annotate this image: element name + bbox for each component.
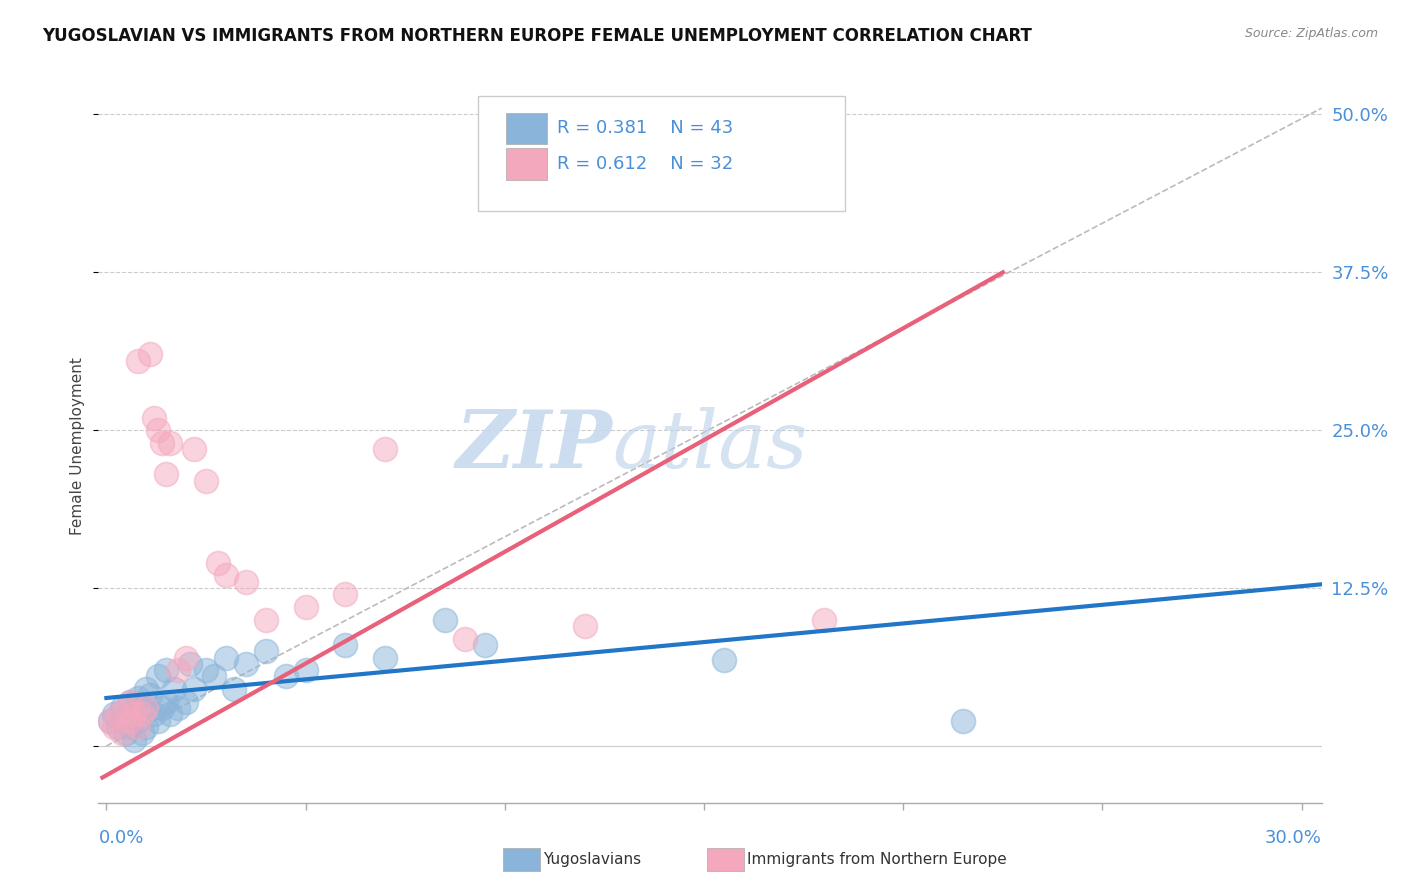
Point: [139, 347, 162, 361]
FancyBboxPatch shape: [478, 96, 845, 211]
Text: atlas: atlas: [612, 408, 807, 484]
Text: Immigrants from Northern Europe: Immigrants from Northern Europe: [747, 853, 1007, 867]
Point: [813, 613, 835, 627]
Point: [183, 442, 205, 457]
Point: [335, 587, 357, 601]
Point: [127, 714, 149, 728]
Point: [111, 726, 134, 740]
Point: [713, 653, 735, 667]
Point: [167, 663, 190, 677]
Point: [235, 574, 257, 589]
Point: [120, 714, 142, 728]
Point: [120, 695, 142, 709]
Point: [120, 695, 142, 709]
Point: [294, 600, 316, 615]
Point: [127, 690, 149, 705]
Point: [174, 695, 197, 709]
Point: [163, 682, 186, 697]
Point: [222, 682, 245, 697]
Point: [115, 701, 138, 715]
Point: [124, 707, 146, 722]
Point: [294, 663, 316, 677]
Point: [155, 695, 177, 709]
Point: [131, 707, 153, 722]
Text: 0.0%: 0.0%: [98, 830, 143, 847]
Point: [120, 720, 142, 734]
Point: [254, 613, 277, 627]
Point: [167, 701, 190, 715]
Point: [135, 701, 157, 715]
Point: [127, 720, 149, 734]
Point: [100, 714, 122, 728]
Point: [374, 442, 396, 457]
Point: [131, 701, 153, 715]
Point: [374, 650, 396, 665]
Point: [124, 707, 146, 722]
Point: [155, 663, 177, 677]
Point: [127, 353, 149, 368]
Point: [179, 657, 201, 671]
Point: [202, 669, 225, 683]
Point: [115, 726, 138, 740]
Point: [107, 720, 129, 734]
Point: [195, 474, 218, 488]
Point: [574, 619, 596, 633]
Point: [143, 707, 166, 722]
Point: [454, 632, 477, 646]
Point: [107, 707, 129, 722]
Y-axis label: Female Unemployment: Female Unemployment: [70, 357, 86, 535]
Point: [159, 707, 181, 722]
Text: Yugoslavians: Yugoslavians: [543, 853, 641, 867]
Point: [150, 435, 173, 450]
Point: [207, 556, 229, 570]
Point: [103, 707, 125, 722]
Point: [135, 682, 157, 697]
Text: Source: ZipAtlas.com: Source: ZipAtlas.com: [1244, 27, 1378, 40]
Point: [124, 732, 146, 747]
Point: [254, 644, 277, 658]
Text: R = 0.381    N = 43: R = 0.381 N = 43: [557, 120, 734, 137]
Point: [195, 663, 218, 677]
Point: [103, 720, 125, 734]
Point: [148, 714, 170, 728]
Text: 30.0%: 30.0%: [1265, 830, 1322, 847]
Point: [474, 638, 496, 652]
Point: [131, 726, 153, 740]
Point: [150, 701, 173, 715]
Point: [215, 568, 238, 582]
Point: [143, 410, 166, 425]
Point: [155, 467, 177, 482]
FancyBboxPatch shape: [506, 112, 547, 145]
Point: [952, 714, 974, 728]
Point: [274, 669, 297, 683]
Point: [215, 650, 238, 665]
Point: [335, 638, 357, 652]
Point: [174, 650, 197, 665]
Text: YUGOSLAVIAN VS IMMIGRANTS FROM NORTHERN EUROPE FEMALE UNEMPLOYMENT CORRELATION C: YUGOSLAVIAN VS IMMIGRANTS FROM NORTHERN …: [42, 27, 1032, 45]
Point: [100, 714, 122, 728]
Point: [183, 682, 205, 697]
Point: [148, 423, 170, 437]
Point: [111, 701, 134, 715]
Point: [159, 435, 181, 450]
Text: R = 0.612    N = 32: R = 0.612 N = 32: [557, 155, 734, 173]
Point: [115, 711, 138, 725]
Point: [148, 669, 170, 683]
FancyBboxPatch shape: [506, 148, 547, 180]
Point: [139, 689, 162, 703]
Point: [135, 720, 157, 734]
Point: [235, 657, 257, 671]
Point: [434, 613, 457, 627]
Text: ZIP: ZIP: [456, 408, 612, 484]
